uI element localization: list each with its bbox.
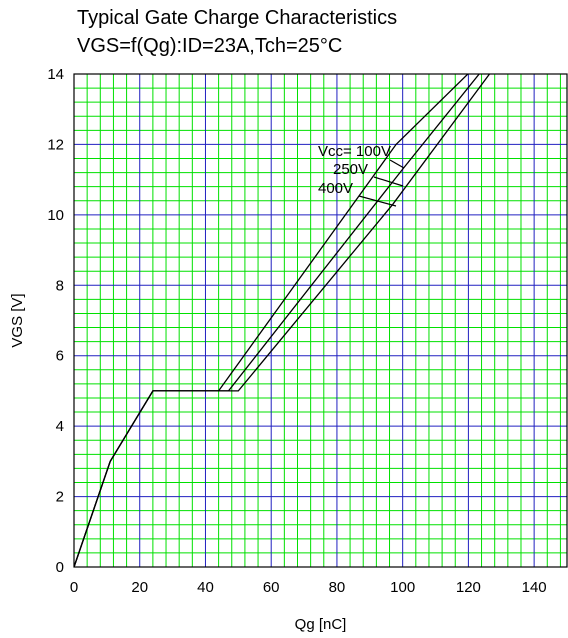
curve-label-leader [389, 159, 405, 169]
curve-label: 250V [333, 161, 368, 178]
y-tick-label: 10 [47, 207, 64, 224]
y-tick-label: 6 [56, 348, 64, 365]
y-tick-label: 14 [47, 66, 64, 83]
x-tick-label: 80 [329, 579, 346, 596]
series-line [74, 74, 481, 567]
y-tick-label: 2 [56, 489, 64, 506]
x-tick-label: 140 [522, 579, 547, 596]
chart-title: Typical Gate Charge Characteristics [77, 7, 398, 29]
x-tick-label: 60 [263, 579, 280, 596]
series-line [74, 74, 469, 567]
y-tick-label: 4 [56, 418, 64, 435]
plot-frame [73, 73, 568, 568]
tick-labels: 0 20 40 60 80 100 120 140 0 2 4 6 8 10 12 14 [47, 66, 546, 596]
x-tick-label: 0 [70, 579, 78, 596]
x-tick-label: 20 [131, 579, 148, 596]
x-tick-label: 120 [456, 579, 481, 596]
grid [74, 74, 567, 567]
curves [74, 74, 491, 567]
x-tick-label: 40 [197, 579, 214, 596]
y-tick-label: 8 [56, 277, 64, 294]
chart-subtitle: VGS=f(Qg):ID=23A,Tch=25°C [77, 35, 343, 57]
x-axis-label: Qg [nC] [295, 616, 347, 633]
curve-label-leader [373, 176, 404, 187]
curve-label: 400V [318, 180, 353, 197]
curve-label: Vcc= 100V [318, 143, 391, 160]
y-tick-label: 12 [47, 136, 64, 153]
series-line [74, 74, 491, 567]
x-tick-label: 100 [390, 579, 415, 596]
curve-label-leader [358, 195, 397, 207]
y-axis-label: VGS [V] [9, 293, 26, 347]
y-tick-label: 0 [56, 559, 64, 576]
